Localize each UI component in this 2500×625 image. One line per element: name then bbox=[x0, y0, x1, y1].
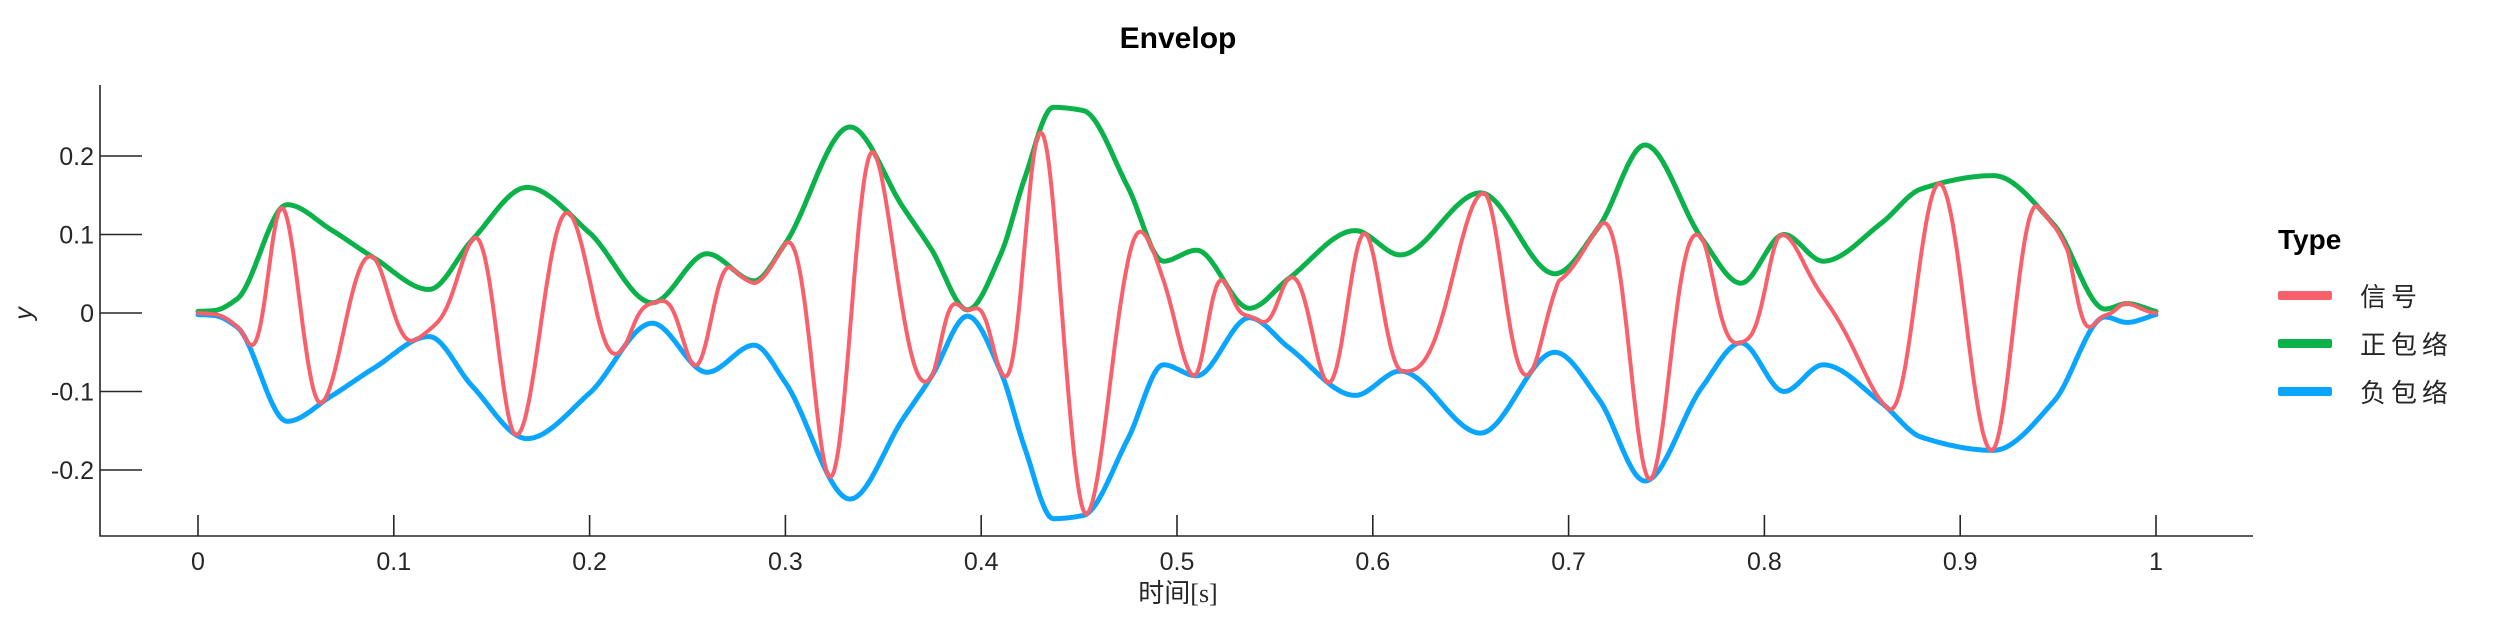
x-tick-label: 0.7 bbox=[1551, 548, 1586, 576]
legend-item-negative-envelope: 负包络 bbox=[2278, 379, 2453, 408]
positive-envelope-line bbox=[195, 104, 2159, 314]
x-tick-label: 1 bbox=[2149, 548, 2163, 576]
y-tick-label: -0.1 bbox=[51, 379, 94, 407]
legend-item-signal: 信号 bbox=[2278, 283, 2453, 312]
y-tick-label: 0.1 bbox=[59, 222, 94, 250]
chart-title: Envelop bbox=[1119, 22, 1237, 55]
x-tick-label: 0.4 bbox=[964, 548, 999, 576]
y-tick-label: 0.2 bbox=[59, 143, 94, 171]
x-tick-label: 0.5 bbox=[1160, 548, 1195, 576]
legend-swatch-positive-envelope bbox=[2278, 338, 2332, 348]
axes: 0.2 0.1 0 -0.1 -0.2 0 0.1 0.2 0.3 0.4 0.5 0.6 0.7 0.8… bbox=[51, 85, 2253, 576]
signal-line bbox=[196, 130, 2158, 517]
legend-label-signal: 信号 bbox=[2360, 282, 2423, 312]
y-tick-label: -0.2 bbox=[51, 457, 94, 485]
legend-swatch-negative-envelope bbox=[2278, 386, 2332, 396]
curves bbox=[195, 104, 2159, 522]
legend: Type 信号 正包络 负包络 bbox=[2278, 224, 2453, 430]
negative-envelope-line bbox=[195, 312, 2159, 522]
x-tick-label: 0.2 bbox=[572, 548, 607, 576]
axis-spines bbox=[99, 85, 2253, 537]
x-tick-label: 0.9 bbox=[1943, 548, 1978, 576]
x-tick-label: 0.3 bbox=[768, 548, 803, 576]
legend-title: Type bbox=[2278, 224, 2342, 255]
x-tick-label: 0.8 bbox=[1747, 548, 1782, 576]
legend-swatch-signal bbox=[2278, 290, 2332, 300]
x-tick-label: 0 bbox=[191, 548, 205, 576]
x-axis-label: 时间[s] bbox=[1138, 579, 1218, 608]
y-tick-label: 0 bbox=[80, 300, 94, 328]
x-tick-label: 0.1 bbox=[376, 548, 411, 576]
x-tick-label: 0.6 bbox=[1355, 548, 1390, 576]
legend-item-positive-envelope: 正包络 bbox=[2278, 331, 2453, 360]
legend-label-positive-envelope: 正包络 bbox=[2360, 330, 2454, 360]
legend-label-negative-envelope: 负包络 bbox=[2360, 378, 2454, 408]
y-axis-label: y bbox=[9, 307, 38, 320]
